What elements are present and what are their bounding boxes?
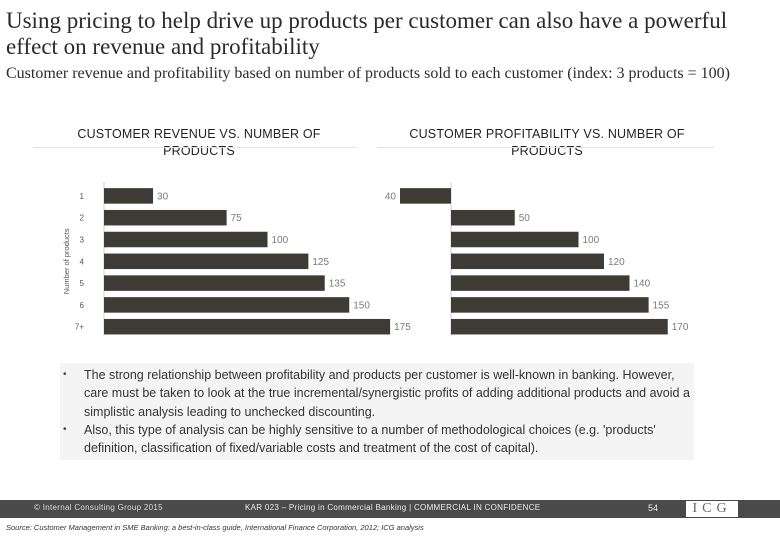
source-note: Source: Customer Management in SME Banki… xyxy=(6,523,424,532)
data-label: 175 xyxy=(394,322,411,333)
bar-6 xyxy=(451,297,649,313)
data-label: 140 xyxy=(634,279,651,290)
logo-text: ICG xyxy=(686,501,738,517)
data-label: 100 xyxy=(272,235,289,246)
footer-band: © Internal Consulting Group 2015 KAR 023… xyxy=(0,500,680,518)
profitability-chart-rule xyxy=(378,147,714,148)
bar-2 xyxy=(104,209,227,226)
revenue-chart-title: CUSTOMER REVENUE VS. NUMBER OF PRODUCTS xyxy=(77,127,321,158)
data-label: 155 xyxy=(653,300,670,311)
page-number: 54 xyxy=(648,503,659,513)
note-item: • Also, this type of analysis can be high… xyxy=(63,421,690,458)
data-label: 170 xyxy=(672,322,689,333)
revenue-chart-rule xyxy=(34,147,356,148)
data-label: 120 xyxy=(608,257,625,268)
note-item: • The strong relationship between profita… xyxy=(63,366,690,421)
bar-2 xyxy=(451,209,515,226)
data-label: 150 xyxy=(353,300,370,311)
category-tick-label: 7+ xyxy=(75,323,84,332)
footer-copyright: © Internal Consulting Group 2015 xyxy=(34,503,163,512)
bar-4 xyxy=(104,253,309,270)
category-tick-label: 3 xyxy=(80,236,85,245)
footer: © Internal Consulting Group 2015 KAR 023… xyxy=(0,500,780,520)
data-label: 125 xyxy=(312,257,329,268)
category-tick-label: 1 xyxy=(80,192,85,201)
bullet-marker: • xyxy=(63,369,67,380)
notes-box: • The strong relationship between profita… xyxy=(60,363,694,460)
profitability-chart-title: CUSTOMER PROFITABILITY VS. NUMBER OF PRO… xyxy=(409,127,685,158)
slide-subtitle: Customer revenue and profitability based… xyxy=(6,65,730,82)
bullet-marker: • xyxy=(63,423,67,435)
note-text: The strong relationship between profitab… xyxy=(84,368,690,419)
bar-5 xyxy=(104,275,325,291)
bar-3 xyxy=(451,231,579,248)
footer-confidentiality: KAR 023 – Pricing in Commercial Banking … xyxy=(245,503,541,512)
notes-list: • The strong relationship between profita… xyxy=(60,363,694,457)
note-text: Also, this type of analysis can be highl… xyxy=(84,422,656,456)
data-label: 50 xyxy=(519,213,531,224)
bar-3 xyxy=(104,231,268,248)
category-tick-label: 2 xyxy=(80,214,85,223)
data-label: 100 xyxy=(583,235,600,246)
data-label: 40 xyxy=(385,191,397,202)
bar-1 xyxy=(400,188,451,204)
category-tick-label: 4 xyxy=(80,257,85,266)
data-label: 30 xyxy=(157,191,169,202)
slide-title: Using pricing to help drive up products … xyxy=(6,8,728,59)
bar-7+ xyxy=(451,318,668,335)
data-label: 135 xyxy=(329,279,346,290)
category-tick-label: 6 xyxy=(80,301,85,310)
category-tick-label: 5 xyxy=(80,279,85,288)
data-label: 75 xyxy=(231,213,243,224)
revenue-chart: Number of products3017521003125413551506… xyxy=(62,182,411,336)
bar-1 xyxy=(104,188,154,204)
y-axis-label: Number of products xyxy=(62,228,71,294)
bar-4 xyxy=(451,253,604,270)
bar-5 xyxy=(451,275,630,291)
bar-7+ xyxy=(104,318,391,335)
icg-logo: ICG xyxy=(680,500,780,518)
bar-6 xyxy=(104,297,350,313)
